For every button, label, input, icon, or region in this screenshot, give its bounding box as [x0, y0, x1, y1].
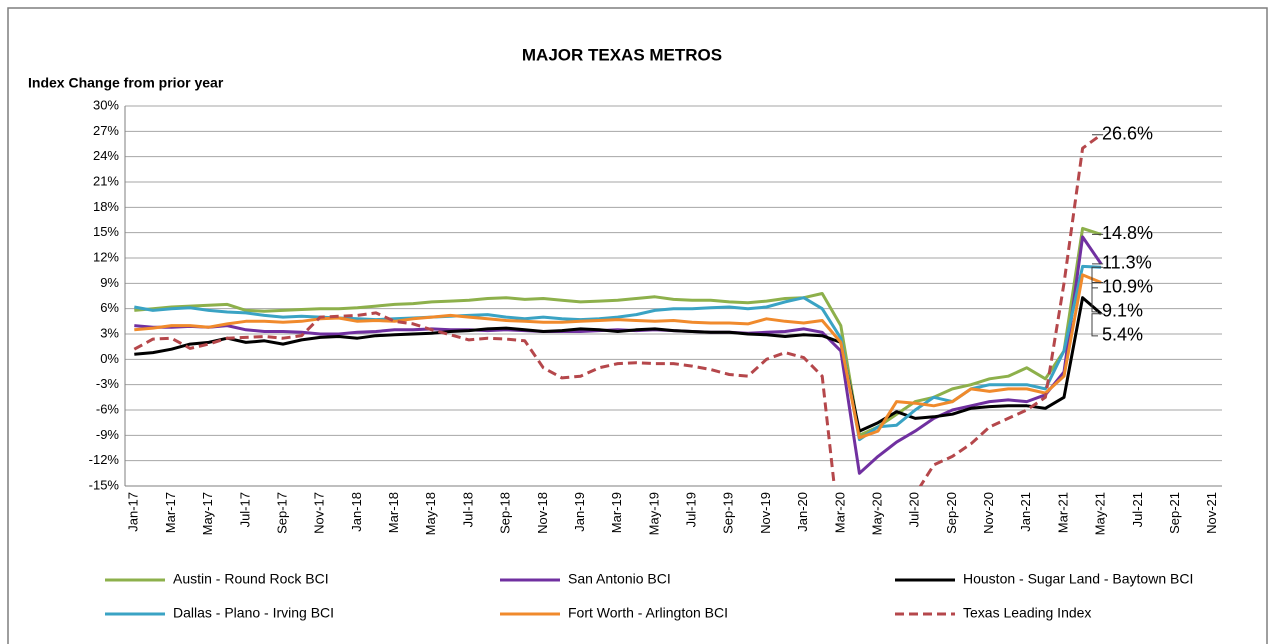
x-tick-label: Mar-20: [832, 492, 847, 533]
data-label: 10.9%: [1102, 277, 1153, 297]
x-tick-label: Jul-18: [460, 492, 475, 527]
plot-area: [133, 133, 1103, 486]
x-tick-label: Nov-21: [1204, 492, 1219, 534]
y-tick-label: 6%: [100, 300, 119, 315]
x-tick-label: Jan-18: [349, 492, 364, 532]
series-line: [134, 273, 1102, 440]
series-line: [134, 264, 1102, 442]
y-tick-label: 27%: [93, 123, 119, 138]
x-tick-label: Sep-18: [498, 492, 513, 534]
x-tick-label: Sep-17: [274, 492, 289, 534]
x-tick-label: May-18: [423, 492, 438, 535]
y-tick-label: 21%: [93, 173, 119, 188]
x-tick-label: May-17: [200, 492, 215, 535]
y-tick-label: 9%: [100, 275, 119, 290]
series-line: [134, 235, 1103, 475]
x-tick-label: Nov-19: [758, 492, 773, 534]
label-leader: [1091, 266, 1104, 289]
x-tick-label: Mar-18: [386, 492, 401, 533]
x-tick-label: Nov-18: [535, 492, 550, 534]
series-line: [134, 226, 1102, 437]
legend-label: Dallas - Plano - Irving BCI: [173, 605, 334, 621]
y-tick-label: 0%: [100, 351, 119, 366]
x-tick-label: Jul-17: [237, 492, 252, 527]
label-leader: [1091, 313, 1104, 337]
legend-label: Austin - Round Rock BCI: [173, 571, 329, 587]
x-tick-label: Sep-20: [944, 492, 959, 534]
x-tick-label: May-19: [646, 492, 661, 535]
data-label: 9.1%: [1102, 301, 1143, 321]
x-tick-label: Sep-19: [721, 492, 736, 534]
x-tick-label: Mar-19: [609, 492, 624, 533]
x-tick-label: Jul-19: [684, 492, 699, 527]
x-tick-label: May-20: [869, 492, 884, 535]
series-line: [134, 296, 1103, 433]
series-line: [133, 133, 1102, 486]
x-tick-label: Jan-17: [126, 492, 141, 532]
x-tick-label: Jul-21: [1130, 492, 1145, 527]
legend-label: Fort Worth - Arlington BCI: [568, 605, 728, 621]
x-tick-label: May-21: [1093, 492, 1108, 535]
x-tick-label: Jan-21: [1018, 492, 1033, 532]
x-tick-label: Jan-20: [795, 492, 810, 532]
data-label: 14.8%: [1102, 223, 1153, 243]
y-tick-label: -12%: [89, 452, 120, 467]
y-tick-label: -6%: [96, 401, 120, 416]
x-tick-label: Sep-21: [1167, 492, 1182, 534]
chart-title: MAJOR TEXAS METROS: [522, 45, 722, 64]
chart-frame: [7, 7, 1268, 644]
y-tick-label: 15%: [93, 224, 119, 239]
y-tick-label: -9%: [96, 427, 120, 442]
x-tick-label: Mar-21: [1055, 492, 1070, 533]
y-axis-label: Index Change from prior year: [28, 75, 224, 91]
y-tick-label: 24%: [93, 148, 119, 163]
y-tick-label: -15%: [89, 477, 120, 492]
data-label: 11.3%: [1102, 253, 1152, 273]
legend-label: San Antonio BCI: [568, 571, 671, 587]
label-leader: [1091, 281, 1104, 313]
data-label: 26.6%: [1102, 123, 1153, 143]
legend-label: Houston - Sugar Land - Baytown BCI: [963, 571, 1193, 587]
y-tick-label: -3%: [96, 376, 120, 391]
y-tick-label: 30%: [93, 97, 119, 112]
x-tick-label: Jul-20: [907, 492, 922, 527]
y-tick-label: 18%: [93, 199, 119, 214]
data-label: 5.4%: [1102, 325, 1143, 345]
x-tick-label: Nov-20: [981, 492, 996, 534]
y-tick-label: 3%: [100, 325, 119, 340]
legend-label: Texas Leading Index: [963, 605, 1091, 621]
x-tick-label: Jan-19: [572, 492, 587, 532]
x-tick-label: Mar-17: [163, 492, 178, 533]
y-tick-label: 12%: [93, 249, 119, 264]
x-tick-label: Nov-17: [312, 492, 327, 534]
